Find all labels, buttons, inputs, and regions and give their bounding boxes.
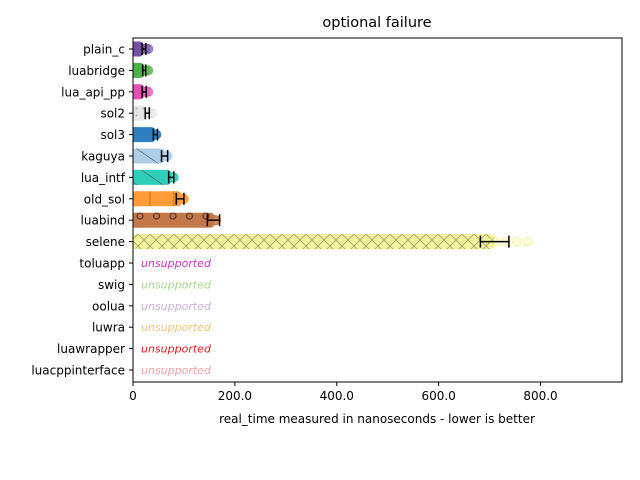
x-axis-label: real_time measured in nanoseconds - lowe… [219,412,535,426]
y-tick-label-luacppinterface: luacppinterface [31,364,125,378]
bars-layer [133,42,495,250]
y-tick-label-luabridge: luabridge [68,64,125,78]
unsupported-label-swig: unsupported [141,278,212,291]
bar-base-plain-c [133,42,139,57]
unsupported-label-toluapp: unsupported [141,257,212,270]
x-tick-label-0: 0 [129,389,137,403]
y-tick-label-toluapp: toluapp [79,257,125,271]
bar-hatch-lua-intf [133,170,171,185]
unsupported-labels: unsupported unsupported unsupported unsuppo… [141,257,212,377]
y-axis-ticks: plain_c luabridge lua_api_pp sol2 sol3 kaguya… [31,43,133,378]
y-tick-label-lua-intf: lua_intf [81,171,126,185]
x-tick-label-2: 400.0 [320,389,354,403]
sample-point-selene-2 [512,237,521,246]
y-tick-label-luawrapper: luawrapper [57,342,125,356]
y-tick-label-kaguya: kaguya [81,150,125,164]
x-tick-label-1: 200.0 [218,389,252,403]
y-tick-label-sol3: sol3 [100,128,125,142]
bar-base-sol3 [133,127,139,142]
y-tick-label-swig: swig [98,278,125,292]
bar-hatch-luabind [133,213,215,228]
unsupported-label-oolua: unsupported [141,300,212,313]
y-tick-label-luabind: luabind [81,214,125,228]
bar-base-luabridge [133,63,139,78]
sample-point-selene-3 [523,237,532,246]
x-tick-label-4: 800.0 [523,389,557,403]
x-axis-ticks: 0 200.0 400.0 600.0 800.0 [129,382,558,403]
bar-hatch-selene [133,234,495,249]
unsupported-label-luacppinterface: unsupported [141,364,212,377]
y-tick-label-old-sol: old_sol [84,192,125,206]
bar-base-lua-api-pp [133,84,139,99]
x-tick-label-3: 600.0 [421,389,455,403]
y-tick-label-lua-api-pp: lua_api_pp [61,85,125,99]
y-tick-label-luwra: luwra [92,321,125,335]
unsupported-label-luawrapper: unsupported [141,343,212,356]
unsupported-label-luwra: unsupported [141,321,212,334]
y-tick-label-oolua: oolua [92,299,125,313]
y-tick-label-selene: selene [86,235,125,249]
y-tick-label-plain-c: plain_c [83,43,125,57]
y-tick-label-sol2: sol2 [100,107,125,121]
chart-title: optional failure [322,15,431,31]
bar-hatch-old-sol [133,191,181,206]
